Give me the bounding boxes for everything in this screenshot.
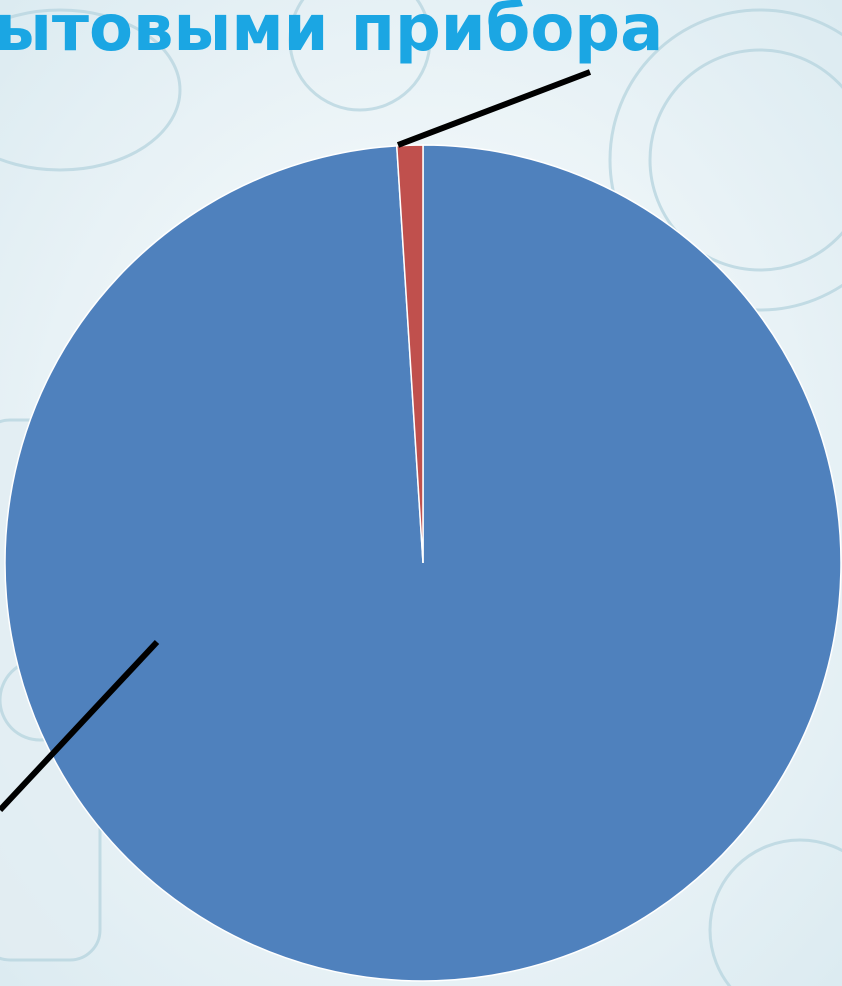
chart: ытовыми прибора [0, 0, 842, 986]
pie [5, 145, 841, 981]
page: {"chart_data": {"type": "pie", "title": … [0, 0, 842, 986]
chart-title: ытовыми прибора [0, 0, 663, 66]
